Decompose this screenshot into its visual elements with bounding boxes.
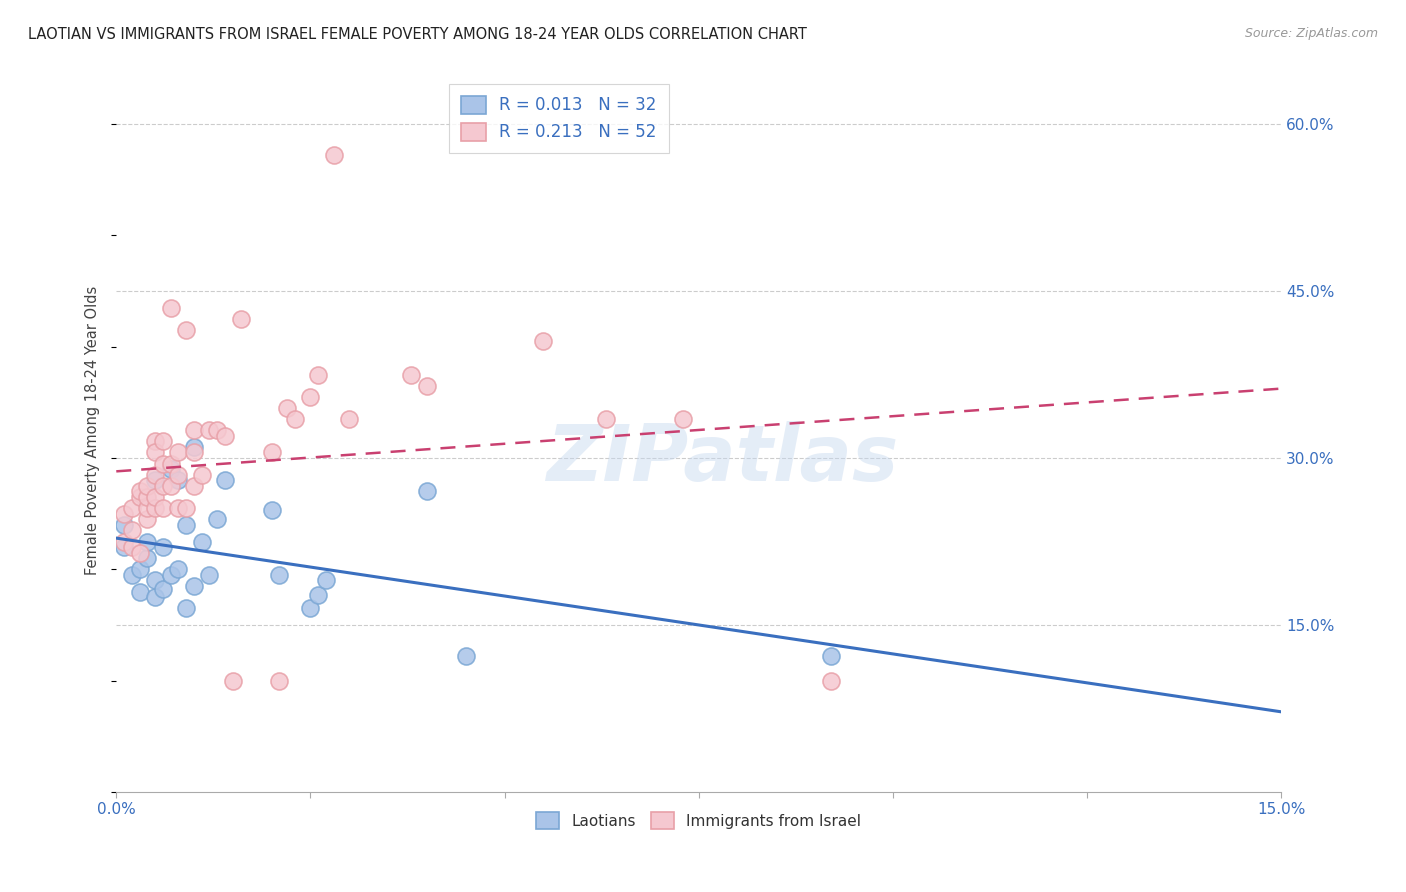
Point: [152, 501, 174, 516]
Point: [299, 390, 322, 404]
Point: [174, 323, 197, 337]
Point: [152, 434, 174, 449]
Point: [174, 601, 197, 615]
Point: [222, 673, 245, 688]
Point: [454, 649, 477, 664]
Point: [260, 503, 283, 517]
Point: [159, 457, 181, 471]
Point: [198, 423, 221, 437]
Point: [121, 568, 143, 582]
Point: [167, 467, 190, 482]
Point: [136, 479, 159, 493]
Point: [112, 507, 135, 521]
Point: [143, 434, 166, 449]
Point: [143, 501, 166, 516]
Point: [820, 673, 842, 688]
Point: [307, 588, 329, 602]
Point: [207, 423, 229, 437]
Point: [143, 490, 166, 504]
Point: [183, 479, 205, 493]
Point: [269, 673, 291, 688]
Point: [143, 473, 166, 487]
Point: [152, 479, 174, 493]
Point: [128, 490, 150, 504]
Legend: Laotians, Immigrants from Israel: Laotians, Immigrants from Israel: [530, 806, 868, 835]
Point: [820, 649, 842, 664]
Point: [337, 412, 360, 426]
Point: [143, 590, 166, 604]
Point: [128, 562, 150, 576]
Point: [299, 601, 322, 615]
Point: [159, 301, 181, 315]
Point: [174, 501, 197, 516]
Point: [167, 445, 190, 459]
Point: [401, 368, 423, 382]
Point: [136, 551, 159, 566]
Point: [183, 440, 205, 454]
Point: [174, 517, 197, 532]
Point: [183, 445, 205, 459]
Point: [128, 546, 150, 560]
Point: [190, 534, 212, 549]
Point: [136, 512, 159, 526]
Text: Source: ZipAtlas.com: Source: ZipAtlas.com: [1244, 27, 1378, 40]
Point: [672, 412, 695, 426]
Point: [143, 574, 166, 588]
Point: [260, 445, 283, 459]
Point: [315, 574, 337, 588]
Point: [167, 473, 190, 487]
Point: [198, 568, 221, 582]
Text: ZIPatlas: ZIPatlas: [546, 421, 898, 497]
Point: [152, 582, 174, 597]
Point: [128, 584, 150, 599]
Point: [183, 423, 205, 437]
Point: [159, 568, 181, 582]
Point: [269, 568, 291, 582]
Point: [533, 334, 555, 349]
Point: [152, 457, 174, 471]
Y-axis label: Female Poverty Among 18-24 Year Olds: Female Poverty Among 18-24 Year Olds: [86, 285, 100, 574]
Point: [136, 501, 159, 516]
Point: [143, 467, 166, 482]
Text: LAOTIAN VS IMMIGRANTS FROM ISRAEL FEMALE POVERTY AMONG 18-24 YEAR OLDS CORRELATI: LAOTIAN VS IMMIGRANTS FROM ISRAEL FEMALE…: [28, 27, 807, 42]
Point: [112, 540, 135, 554]
Point: [159, 462, 181, 476]
Point: [121, 501, 143, 516]
Point: [416, 484, 439, 499]
Point: [152, 540, 174, 554]
Point: [284, 412, 307, 426]
Point: [207, 512, 229, 526]
Point: [159, 479, 181, 493]
Point: [595, 412, 617, 426]
Point: [214, 429, 236, 443]
Point: [307, 368, 329, 382]
Point: [214, 473, 236, 487]
Point: [229, 312, 252, 326]
Point: [136, 490, 159, 504]
Point: [143, 445, 166, 459]
Point: [322, 148, 344, 162]
Point: [128, 484, 150, 499]
Point: [416, 378, 439, 392]
Point: [112, 517, 135, 532]
Point: [276, 401, 298, 415]
Point: [183, 579, 205, 593]
Point: [121, 540, 143, 554]
Point: [112, 534, 135, 549]
Point: [136, 534, 159, 549]
Point: [167, 501, 190, 516]
Point: [121, 524, 143, 538]
Point: [167, 562, 190, 576]
Point: [190, 467, 212, 482]
